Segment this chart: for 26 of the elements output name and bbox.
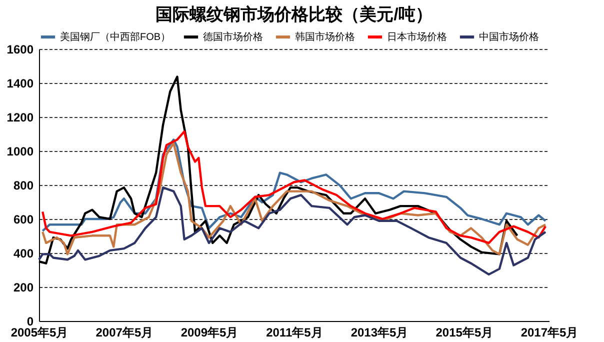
legend-label: 日本市场价格 xyxy=(387,31,447,43)
legend-label: 韩国市场价格 xyxy=(295,31,355,43)
y-tick-label: 0 xyxy=(26,314,34,328)
legend-label: 中国市场价格 xyxy=(479,31,539,43)
chart-title: 国际螺纹钢市场价格比较（美元/吨） xyxy=(156,5,432,24)
x-tick-label: 2009年5月 xyxy=(180,326,238,340)
y-tick-label: 1200 xyxy=(6,110,34,124)
line-series xyxy=(42,138,547,232)
y-tick-label: 800 xyxy=(13,178,34,192)
y-tick-label: 1000 xyxy=(6,144,34,158)
y-tick-label: 1600 xyxy=(6,42,34,56)
x-tick-label: 2013年5月 xyxy=(350,326,408,340)
line-series xyxy=(42,142,547,256)
y-tick-label: 1400 xyxy=(6,76,34,90)
x-tick-label: 2017年5月 xyxy=(520,326,578,340)
line-series xyxy=(42,130,547,244)
legend-label: 德国市场价格 xyxy=(203,31,263,43)
line-series xyxy=(38,186,547,276)
x-tick-label: 2015年5月 xyxy=(436,326,494,340)
x-tick-label: 2005年5月 xyxy=(10,326,68,340)
y-tick-label: 200 xyxy=(13,280,34,294)
x-tick-label: 2007年5月 xyxy=(96,326,154,340)
y-tick-label: 600 xyxy=(13,212,34,226)
x-tick-label: 2011年5月 xyxy=(266,326,323,340)
y-tick-label: 400 xyxy=(13,246,34,260)
legend-label: 美国钢厂（中西部FOB） xyxy=(60,31,171,43)
